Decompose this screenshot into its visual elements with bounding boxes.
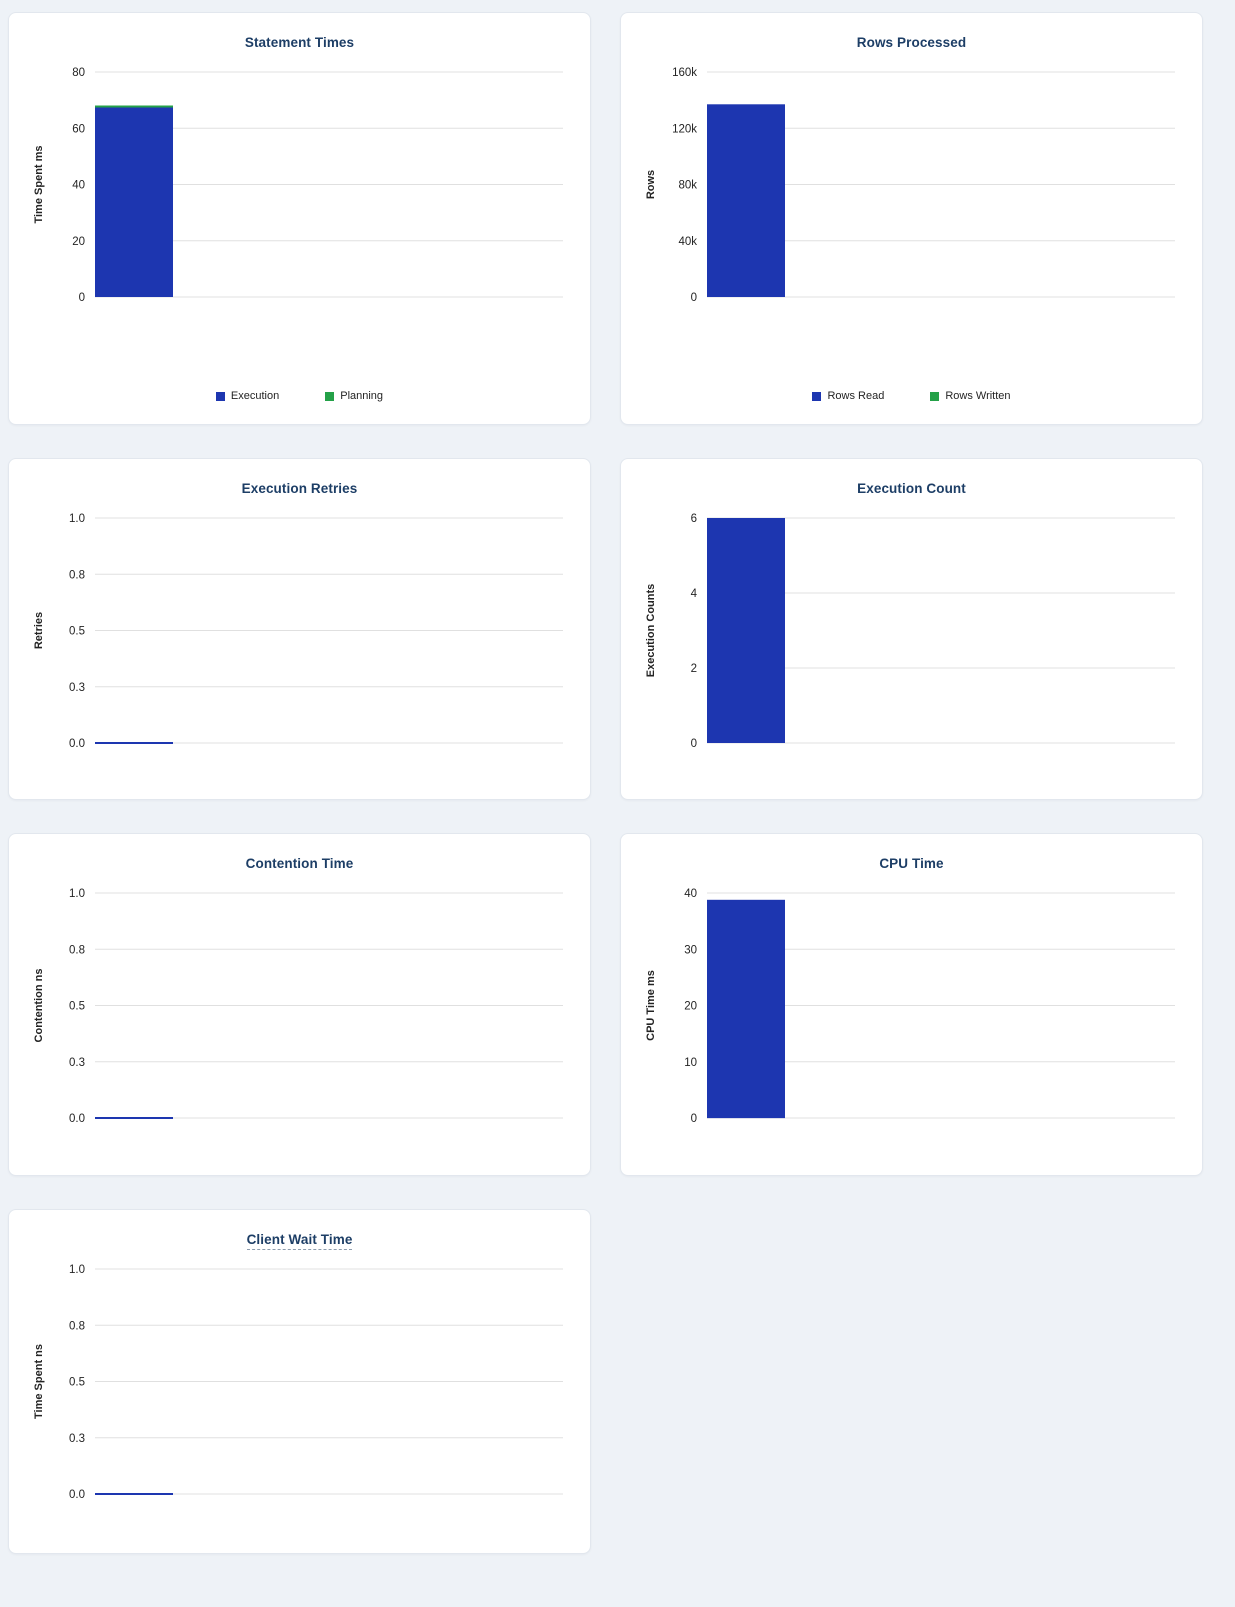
chart-card-rows-processed: Rows Processed 0 40k 80k 120k 160k Rows Rows … (620, 12, 1203, 425)
execution-retries-chart: 0.0 0.3 0.5 0.8 1.0 Retries (33, 513, 563, 750)
svg-text:0: 0 (691, 738, 697, 750)
svg-text:Execution Counts: Execution Counts (645, 584, 657, 678)
svg-text:1.0: 1.0 (69, 1264, 85, 1276)
chart-title-cpu-time: CPU Time (879, 856, 944, 871)
chart-card-contention-time: Contention Time 0.0 0.3 0.5 0.8 1.0 Contentio… (8, 833, 591, 1176)
svg-text:0.3: 0.3 (69, 682, 85, 694)
svg-text:0.0: 0.0 (69, 1489, 85, 1501)
svg-text:CPU Time ms: CPU Time ms (645, 970, 657, 1041)
legend-item: Execution (215, 390, 280, 402)
svg-text:0.3: 0.3 (69, 1433, 85, 1445)
svg-text:1.0: 1.0 (69, 513, 85, 525)
execution-count-chart: 0 2 4 6 Execution Counts (645, 513, 1175, 750)
svg-text:0: 0 (79, 292, 85, 304)
chart-card-statement-times: Statement Times 0 20 40 60 80 Time Spent ms E… (8, 12, 591, 425)
legend-swatch-icon (812, 391, 822, 401)
statement-times-legend: Execution Planning (9, 390, 590, 424)
svg-text:0.0: 0.0 (69, 738, 85, 750)
svg-text:30: 30 (684, 944, 697, 956)
legend-swatch-icon (325, 391, 335, 401)
contention-time-chart: 0.0 0.3 0.5 0.8 1.0 Contention ns (33, 888, 563, 1125)
svg-text:10: 10 (684, 1057, 697, 1069)
chart-title-rows-processed: Rows Processed (856, 35, 967, 50)
svg-text:40: 40 (72, 180, 85, 192)
rows-processed-chart: 0 40k 80k 120k 160k Rows (645, 67, 1175, 304)
client-wait-time-chart: 0.0 0.3 0.5 0.8 1.0 Time Spent ns (33, 1264, 563, 1501)
chart-card-cpu-time: CPU Time 0 10 20 30 40 CPU Time ms (620, 833, 1203, 1176)
svg-text:0.5: 0.5 (69, 1377, 85, 1389)
legend-item: Planning (325, 390, 383, 402)
chart-title-client-wait-time: Client Wait Time (9, 1210, 590, 1251)
svg-text:Time Spent ns: Time Spent ns (33, 1344, 45, 1419)
svg-text:0.8: 0.8 (69, 1320, 85, 1332)
chart-title-contention-time: Contention Time (245, 856, 354, 871)
svg-text:20: 20 (72, 236, 85, 248)
svg-text:0.0: 0.0 (69, 1113, 85, 1125)
chart-card-execution-count: Execution Count 0 2 4 6 Execution Counts (620, 458, 1203, 800)
svg-text:Contention ns: Contention ns (33, 969, 45, 1043)
svg-text:40: 40 (684, 888, 697, 900)
svg-text:80: 80 (72, 67, 85, 79)
svg-text:80k: 80k (678, 180, 697, 192)
svg-text:0.5: 0.5 (69, 626, 85, 638)
svg-text:Rows: Rows (645, 170, 657, 199)
svg-text:0.8: 0.8 (69, 944, 85, 956)
legend-item: Rows Read (812, 390, 884, 402)
svg-text:20: 20 (684, 1001, 697, 1013)
svg-text:0.8: 0.8 (69, 569, 85, 581)
svg-text:60: 60 (72, 123, 85, 135)
svg-text:1.0: 1.0 (69, 888, 85, 900)
svg-text:6: 6 (691, 513, 697, 525)
svg-text:160k: 160k (672, 67, 697, 79)
svg-text:2: 2 (691, 663, 697, 675)
chart-title-statement-times: Statement Times (244, 35, 355, 50)
rows-processed-legend: Rows Read Rows Written (621, 390, 1202, 424)
chart-card-execution-retries: Execution Retries 0.0 0.3 0.5 0.8 1.0 Retries (8, 458, 591, 800)
legend-swatch-icon (930, 391, 940, 401)
svg-text:0: 0 (691, 1113, 697, 1125)
legend-label: Rows Read (827, 390, 885, 402)
legend-label: Execution (230, 390, 280, 402)
legend-swatch-icon (215, 391, 225, 401)
legend-item: Rows Written (930, 390, 1011, 402)
svg-text:40k: 40k (678, 236, 697, 248)
chart-title-execution-retries: Execution Retries (241, 481, 358, 496)
cpu-time-chart: 0 10 20 30 40 CPU Time ms (645, 888, 1175, 1125)
svg-text:120k: 120k (672, 123, 697, 135)
chart-title-execution-count: Execution Count (857, 481, 966, 496)
svg-text:Time Spent ms: Time Spent ms (33, 145, 45, 223)
legend-label: Planning (340, 390, 384, 402)
chart-card-client-wait-time: Client Wait Time 0.0 0.3 0.5 0.8 1.0 Time Spe… (8, 1209, 591, 1554)
svg-text:0.3: 0.3 (69, 1057, 85, 1069)
svg-text:Retries: Retries (33, 612, 45, 649)
svg-text:0.5: 0.5 (69, 1001, 85, 1013)
statement-times-chart: 0 20 40 60 80 Time Spent ms (33, 67, 563, 304)
legend-label: Rows Written (945, 390, 1011, 402)
svg-text:4: 4 (691, 588, 698, 600)
client-wait-time-tooltip-trigger[interactable]: Client Wait Time (246, 1232, 353, 1250)
svg-text:0: 0 (691, 292, 697, 304)
